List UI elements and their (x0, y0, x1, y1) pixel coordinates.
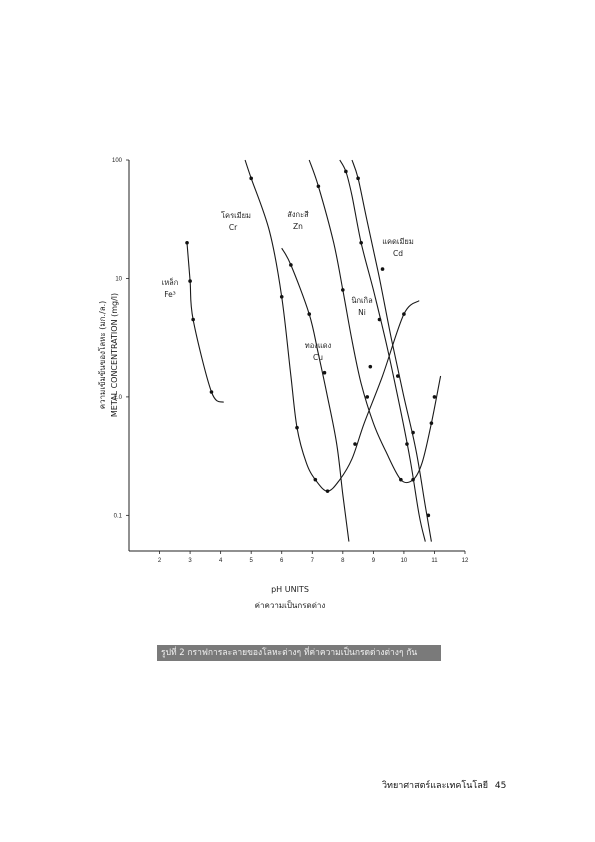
data-point-zn (399, 477, 403, 482)
x-tick-label: 2 (158, 558, 162, 564)
x-tick-label: 4 (219, 558, 223, 564)
data-point-ni (405, 442, 409, 446)
data-point-ni (344, 169, 348, 174)
data-point-cr (368, 364, 373, 369)
series-label-cd: Cd (393, 249, 403, 258)
x-axis-label: pH UNITS (271, 585, 309, 594)
data-point-fe (191, 317, 195, 322)
series-line-fe (186, 242, 225, 403)
chart-ticks: 2 3 4 5 6 7 8 9 10 11 12 100 10 1.0 0.1 (112, 158, 469, 564)
data-point-cr (325, 489, 330, 493)
x-tick-label: 6 (280, 558, 284, 564)
series-line-ni (339, 159, 426, 542)
data-point-cd (396, 374, 400, 378)
y-tick-label: 0.1 (114, 513, 123, 519)
data-point-ni (359, 240, 363, 245)
series-label-cr: Cr (229, 223, 238, 232)
data-point-cd (411, 430, 415, 435)
journal-name: วิทยาศาสตร์และเทคโนโลยี (382, 781, 489, 791)
y-axis-label-thai: ความเข้มข้นของโลหะ (มก./ล.) (97, 301, 107, 410)
page-footer: วิทยาศาสตร์และเทคโนโลยี 45 (378, 778, 506, 792)
data-point-cu (307, 312, 312, 316)
series-labels: เหล็ก Fe³ โครเมียม Cr ทองแดง Cu สังกะสี Zn นิกเก… (162, 210, 414, 362)
chart-axes (128, 160, 465, 552)
series-label-thai-cu: ทองแดง (305, 341, 332, 350)
data-point-cu (322, 370, 327, 375)
data-point-cd (426, 513, 431, 518)
x-tick-label: 5 (250, 558, 254, 564)
x-tick-label: 8 (341, 558, 345, 564)
x-tick-label: 7 (311, 558, 315, 564)
series-label-thai-zn: สังกะสี (287, 210, 309, 219)
data-point-ni (377, 317, 382, 322)
data-point-cr (313, 477, 318, 482)
data-point-zn (432, 395, 437, 399)
series-label-thai-cd: แคดเมียม (382, 237, 414, 246)
data-point-fe (209, 390, 214, 394)
data-point-cr (353, 442, 357, 446)
x-axis-label-thai: ค่าความเป็นกรดด่าง (255, 600, 326, 610)
data-point-zn (411, 477, 415, 482)
series-label-ni: Ni (358, 308, 366, 317)
data-point-cd (356, 176, 360, 181)
data-point-zn (341, 288, 345, 292)
data-point-cr (249, 176, 253, 181)
data-point-zn (429, 421, 434, 425)
chart-curves (186, 159, 442, 542)
page-number: 45 (494, 781, 507, 791)
series-line-cu (281, 247, 350, 542)
series-label-thai-ni: นิกเกิล (351, 296, 373, 305)
series-line-cr (244, 159, 420, 492)
chart-markers (185, 169, 437, 518)
y-axis-label: METAL CONCENTRATION (mg/l) (110, 293, 119, 417)
figure-caption: รูปที่ 2 กราฟการละลายของโลหะต่างๆ ที่ค่า… (157, 645, 441, 661)
y-tick-label: 1.0 (114, 395, 123, 401)
x-tick-label: 12 (462, 558, 469, 564)
data-point-cr (295, 425, 299, 430)
series-label-thai-cr: โครเมียม (221, 211, 251, 220)
data-point-cr (279, 294, 284, 299)
x-tick-label: 11 (431, 558, 438, 564)
x-tick-label: 10 (401, 558, 408, 564)
series-label-zn: Zn (293, 222, 303, 231)
data-point-cu (289, 263, 293, 267)
x-tick-label: 9 (372, 558, 376, 564)
x-tick-label: 3 (188, 558, 192, 564)
series-label-cu: Cu (313, 353, 323, 362)
y-tick-label: 10 (115, 276, 122, 282)
series-line-cd (351, 159, 432, 542)
data-point-cr (402, 312, 406, 316)
data-point-zn (316, 184, 321, 189)
series-line-zn (308, 159, 442, 484)
data-point-zn (365, 395, 370, 399)
data-point-fe (188, 279, 192, 283)
y-tick-label: 100 (112, 158, 123, 164)
data-point-fe (185, 240, 189, 245)
data-point-cd (380, 267, 385, 271)
series-label-fe: Fe³ (164, 290, 176, 299)
series-label-thai-fe: เหล็ก (162, 277, 179, 287)
